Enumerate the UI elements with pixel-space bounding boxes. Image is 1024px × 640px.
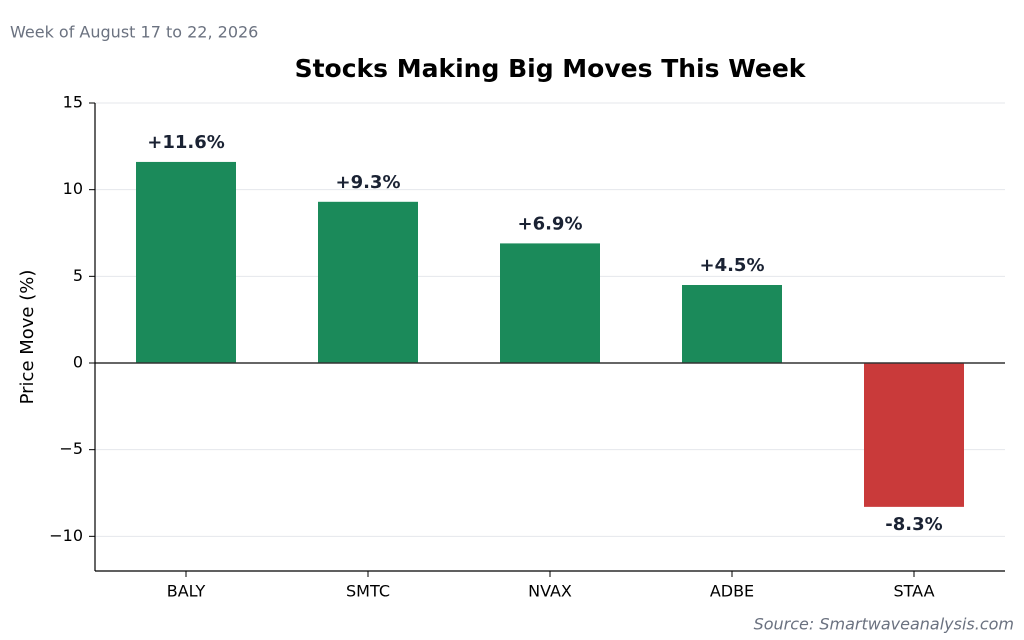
- x-tick-label: STAA: [893, 582, 934, 601]
- value-label: +9.3%: [335, 172, 400, 193]
- x-tick-label: ADBE: [710, 582, 754, 601]
- source-note: Source: Smartwaveanalysis.com: [754, 615, 1014, 634]
- chart-subtitle: Week of August 17 to 22, 2026: [10, 23, 258, 42]
- y-tick-label: 5: [73, 266, 83, 285]
- value-label: +6.9%: [517, 213, 582, 234]
- y-tick-label: 10: [63, 179, 83, 198]
- value-label: +4.5%: [699, 255, 764, 276]
- bar: [682, 285, 782, 363]
- y-tick-label: −10: [49, 526, 83, 545]
- bar: [864, 363, 964, 507]
- y-tick-label: −5: [59, 439, 83, 458]
- bar: [500, 243, 600, 363]
- value-label: -8.3%: [885, 514, 942, 535]
- y-axis-label: Price Move (%): [17, 270, 38, 405]
- y-tick-label: 15: [63, 93, 83, 112]
- x-tick-label: SMTC: [346, 582, 390, 601]
- x-tick-label: NVAX: [528, 582, 572, 601]
- bar: [318, 201, 418, 363]
- chart-title: Stocks Making Big Moves This Week: [295, 54, 807, 83]
- x-tick-label: BALY: [167, 582, 206, 601]
- bar: [136, 161, 236, 363]
- value-label: +11.6%: [147, 132, 225, 153]
- y-tick-label: 0: [73, 353, 83, 372]
